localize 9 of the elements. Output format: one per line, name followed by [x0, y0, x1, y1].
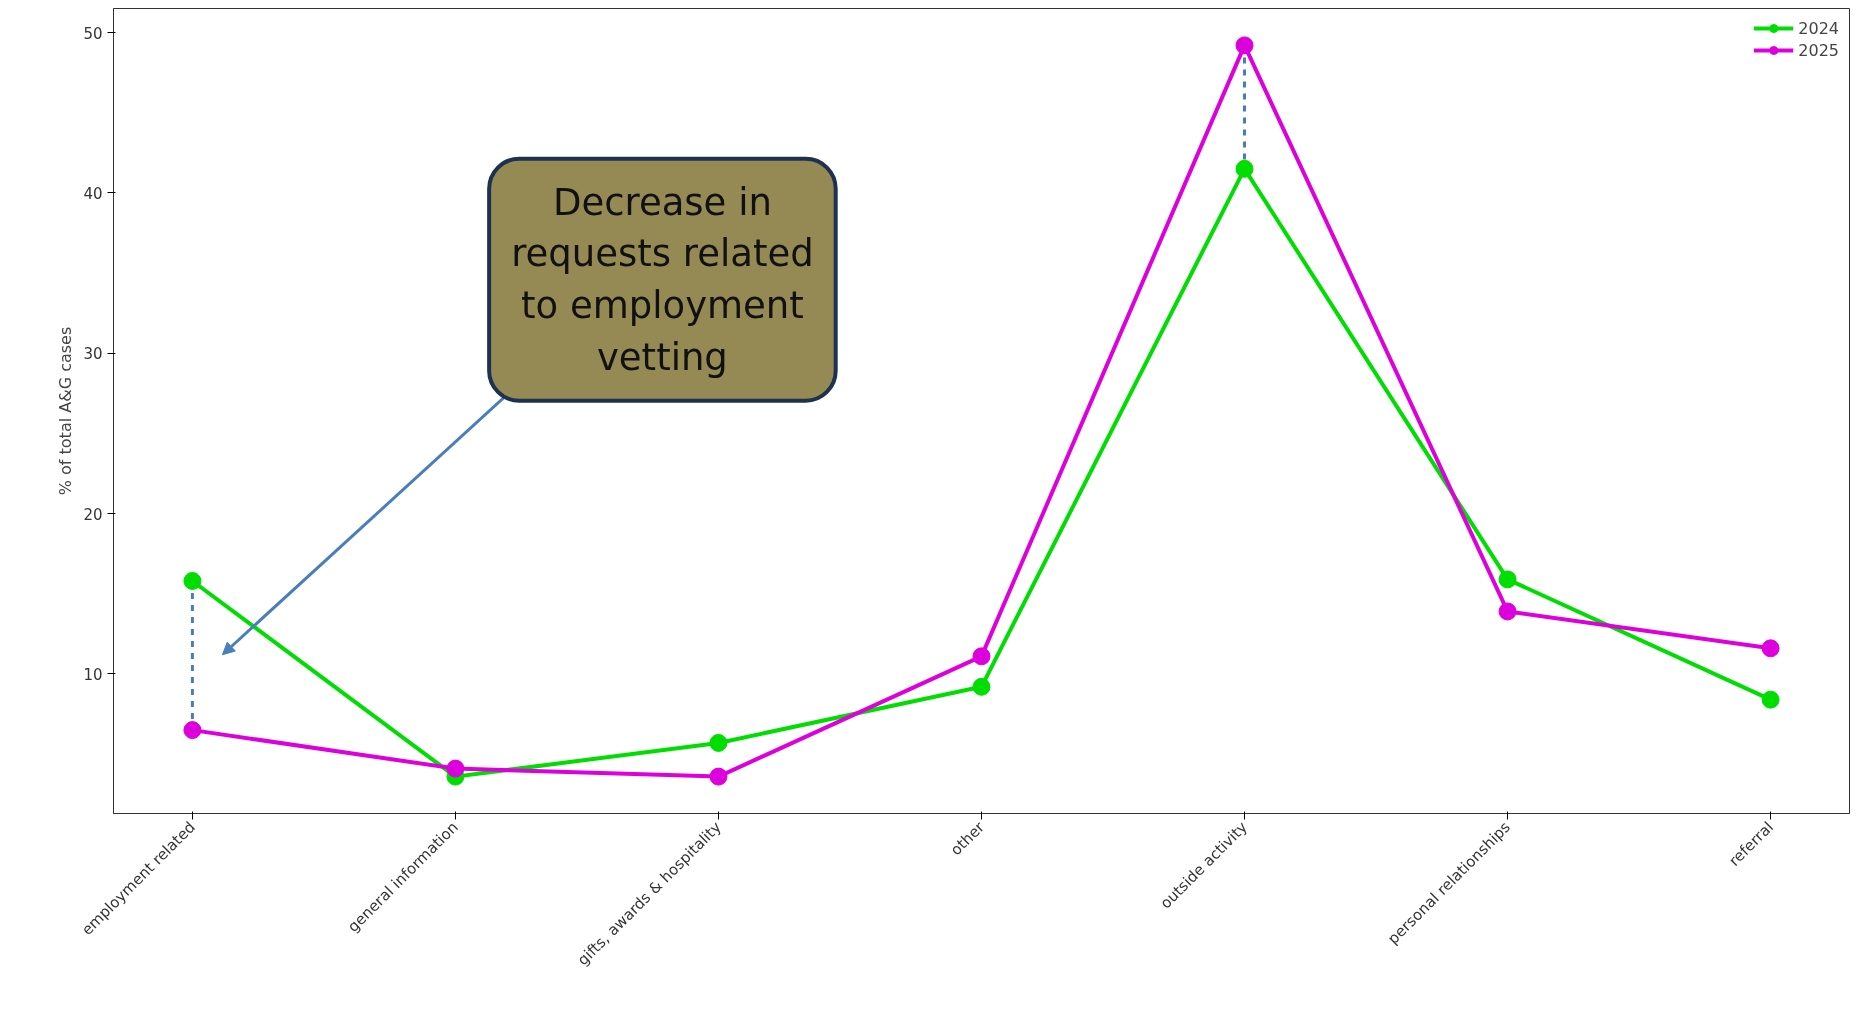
- y-tick-label: 10: [83, 665, 103, 684]
- y-axis-title: % of total A&G cases: [56, 326, 76, 496]
- legend-label: 2024: [1798, 18, 1839, 38]
- annotation: Decrease in requests related to employment vetting: [511, 180, 814, 379]
- y-tick-label: 30: [83, 345, 103, 364]
- y-tick-label: 40: [83, 184, 103, 203]
- y-tick-label: 50: [83, 24, 103, 43]
- legend-label: 2025: [1798, 40, 1839, 60]
- y-tick-label: 20: [83, 505, 103, 524]
